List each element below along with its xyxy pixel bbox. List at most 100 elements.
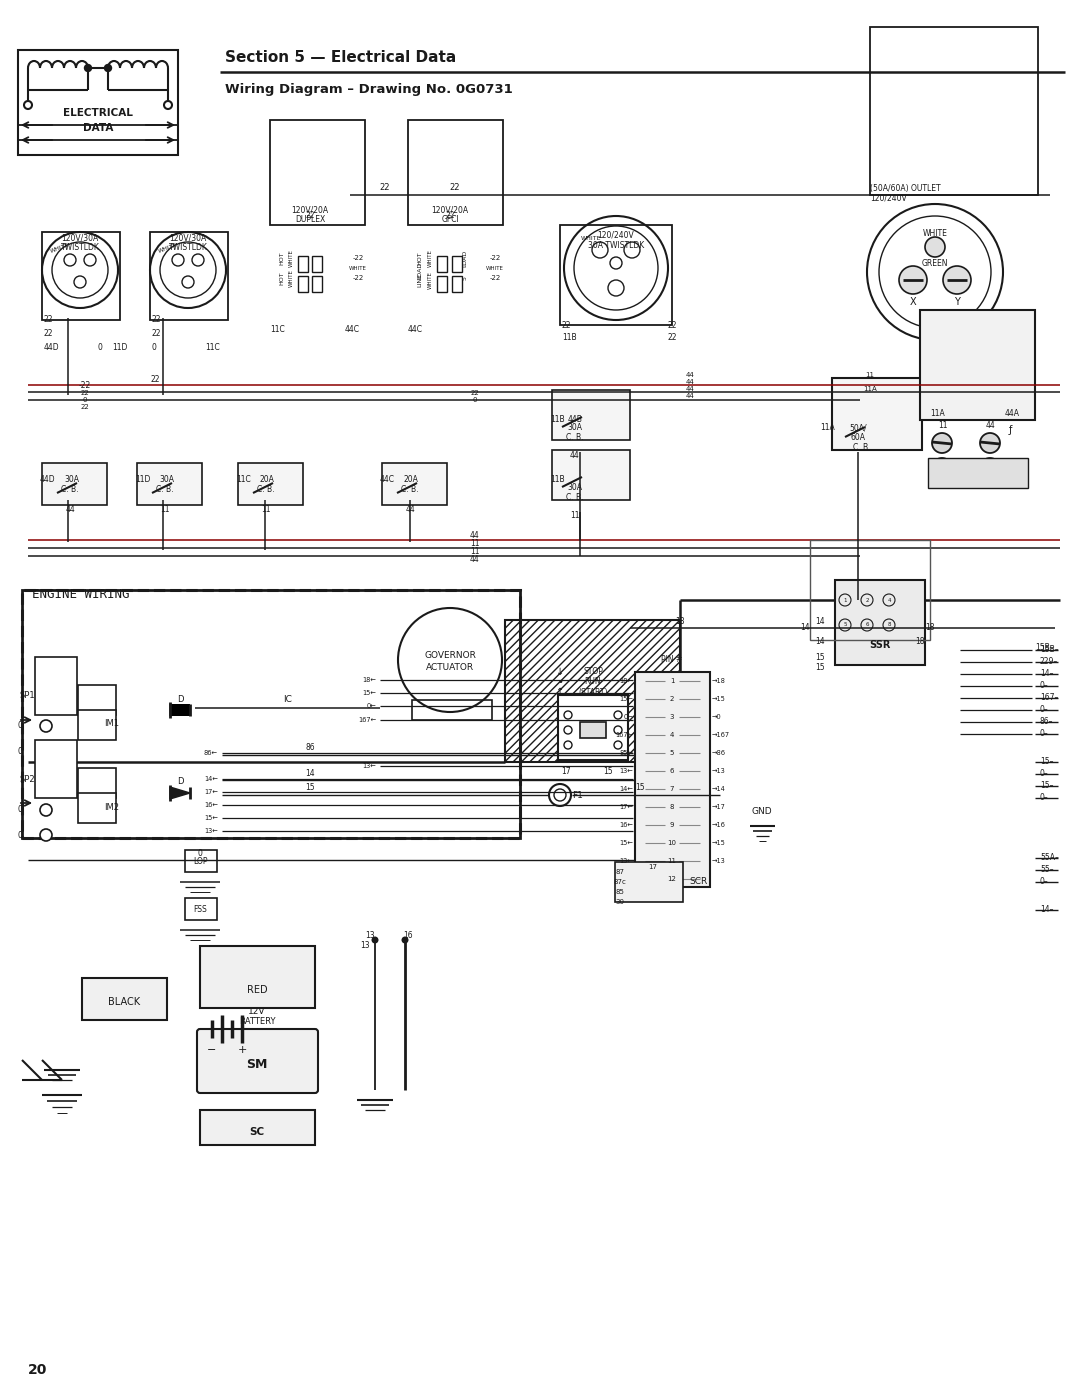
Text: 20: 20 [28,1363,48,1377]
Text: ƒ: ƒ [1009,425,1012,434]
Bar [170,704,190,717]
Text: 44: 44 [985,420,995,429]
Text: IM2: IM2 [105,803,120,813]
Text: 11D: 11D [112,344,127,352]
Text: 44: 44 [65,506,75,514]
Text: 5: 5 [462,277,468,279]
Text: 11C: 11C [270,326,285,334]
Text: SP1: SP1 [21,692,36,700]
Text: 15: 15 [604,767,612,777]
Text: 16←: 16← [619,821,633,828]
Text: 0←: 0← [623,714,633,719]
Text: 30A TWISTLDK: 30A TWISTLDK [588,240,644,250]
Bar [561,225,672,326]
Bar [835,580,924,665]
Text: 0–: 0– [1040,682,1049,690]
Bar [82,978,167,1020]
Text: RUN: RUN [584,678,602,686]
Text: 87c: 87c [613,879,626,886]
Text: 120V/20A: 120V/20A [431,205,469,215]
Text: BATTERY: BATTERY [239,1017,275,1027]
Text: GND: GND [752,807,772,816]
Text: 1: 1 [670,678,674,685]
Text: 13←: 13← [619,768,633,774]
Text: 15–: 15– [1040,781,1053,791]
Text: Wiring Diagram – Drawing No. 0G0731: Wiring Diagram – Drawing No. 0G0731 [225,84,513,96]
Text: 11B: 11B [550,475,565,485]
Text: 13←: 13← [362,763,376,768]
Text: 22: 22 [669,334,677,342]
Text: 17←: 17← [204,789,218,795]
Bar [18,50,178,155]
Text: WHITE: WHITE [428,271,432,289]
Text: WHITE: WHITE [922,229,947,239]
Text: GREEN: GREEN [921,260,948,268]
Text: 44B: 44B [568,415,582,425]
Text: 30: 30 [616,900,624,905]
Text: SSR: SSR [869,640,891,650]
Text: 5: 5 [843,623,847,627]
Text: 22: 22 [471,390,480,395]
Bar [150,232,228,320]
Text: 44: 44 [686,372,694,379]
Text: WHITE: WHITE [158,242,178,254]
Text: 0–: 0– [1040,877,1049,887]
Text: 6: 6 [670,768,674,774]
Text: 30A: 30A [567,483,582,493]
Circle shape [402,936,408,943]
Text: -22: -22 [489,275,501,281]
Text: 44: 44 [470,531,480,539]
Text: LINE: LINE [418,272,422,286]
Text: C. B.: C. B. [402,486,419,495]
Bar [920,310,1035,420]
Bar [437,277,447,292]
Text: 4: 4 [670,732,674,738]
Circle shape [924,237,945,257]
Bar [552,390,630,440]
Text: →17: →17 [712,805,726,810]
Text: ACTUATOR: ACTUATOR [426,664,474,672]
Bar [505,620,680,761]
Text: F1: F1 [572,791,583,799]
Text: 12V: 12V [248,1007,266,1017]
Text: HOT: HOT [418,251,422,265]
Text: 17: 17 [562,767,571,777]
Text: 14: 14 [800,623,810,633]
Text: 86: 86 [306,743,314,753]
Text: 86–: 86– [1040,718,1053,726]
Circle shape [84,64,92,71]
Text: 11B: 11B [550,415,565,425]
Text: Y: Y [954,298,960,307]
Text: →18: →18 [712,678,726,685]
Text: HOT: HOT [280,251,284,265]
Bar [270,120,365,225]
Text: 55A–: 55A– [1040,854,1058,862]
Text: 0←: 0← [366,703,376,710]
Bar [78,710,116,740]
Text: →13: →13 [712,858,726,863]
Text: 30A: 30A [567,423,582,433]
Text: WHITE: WHITE [486,265,504,271]
Text: ENGINE WIRING: ENGINE WIRING [32,588,130,602]
Bar [200,1111,315,1146]
Bar [810,541,930,640]
Text: WHITE: WHITE [50,242,70,254]
Text: 15: 15 [815,664,825,672]
Text: 22: 22 [449,183,460,193]
Text: 20A: 20A [260,475,275,485]
Circle shape [932,458,951,478]
Text: X: X [909,298,916,307]
Text: 20A: 20A [404,475,419,485]
Text: SP2: SP2 [21,774,36,784]
Text: 14: 14 [815,617,825,626]
Text: 85←: 85← [619,750,633,756]
Circle shape [40,746,52,759]
Text: 15–: 15– [1040,757,1053,767]
Text: GOVERNOR: GOVERNOR [424,651,476,659]
Text: 18←: 18← [362,678,376,683]
Bar [298,277,308,292]
Text: HOT: HOT [280,271,284,285]
Bar [42,462,107,504]
Text: 22: 22 [669,320,677,330]
Circle shape [943,265,971,293]
